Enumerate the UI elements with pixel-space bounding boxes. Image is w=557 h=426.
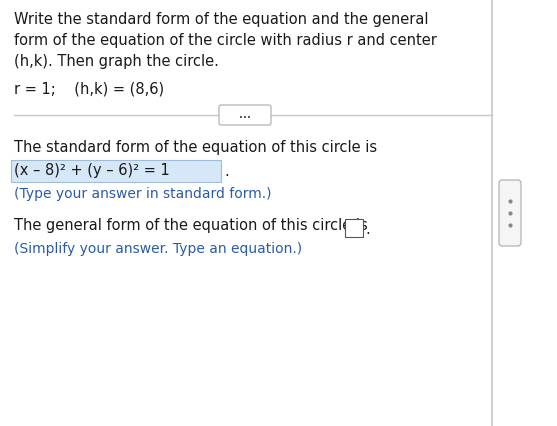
Text: .: . [224,164,229,178]
Text: (Type your answer in standard form.): (Type your answer in standard form.) [14,187,271,201]
FancyBboxPatch shape [11,160,221,182]
Text: Write the standard form of the equation and the general
form of the equation of : Write the standard form of the equation … [14,12,437,69]
FancyBboxPatch shape [499,180,521,246]
FancyBboxPatch shape [219,105,271,125]
Text: r = 1;    (h,k) = (8,6): r = 1; (h,k) = (8,6) [14,82,164,97]
Text: (Simplify your answer. Type an equation.): (Simplify your answer. Type an equation.… [14,242,302,256]
FancyBboxPatch shape [345,219,363,237]
Text: (x – 8)² + (y – 6)² = 1: (x – 8)² + (y – 6)² = 1 [14,164,170,178]
Text: The standard form of the equation of this circle is: The standard form of the equation of thi… [14,140,377,155]
Text: .: . [365,222,370,236]
Text: The general form of the equation of this circle is: The general form of the equation of this… [14,218,373,233]
Text: ...: ... [239,110,251,120]
